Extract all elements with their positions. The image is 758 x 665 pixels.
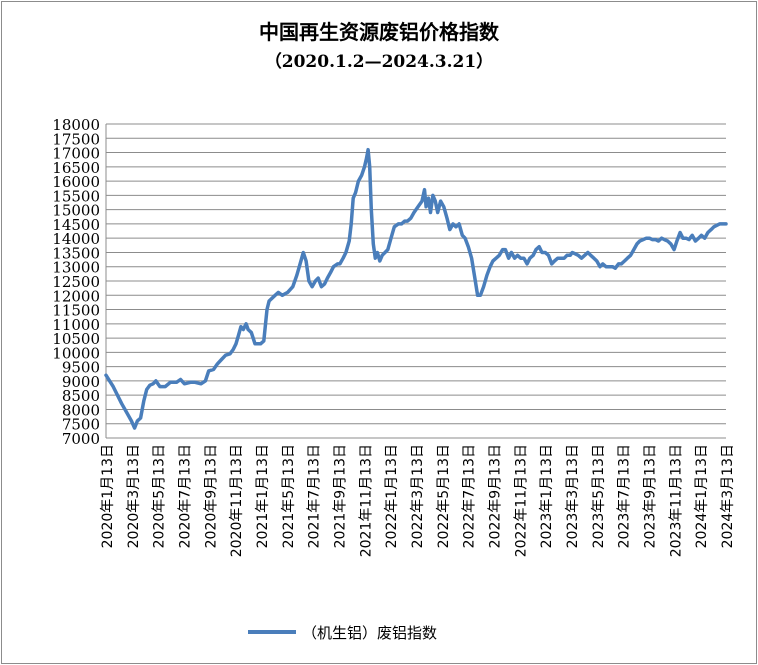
- y-tick-label: 10500: [52, 330, 100, 348]
- x-tick-label: 2020年11月13日: [229, 444, 245, 557]
- y-tick-label: 8500: [62, 387, 100, 405]
- y-tick-label: 7000: [62, 430, 100, 448]
- x-tick-label: 2023年5月13日: [591, 444, 607, 548]
- legend-swatch: [248, 630, 296, 634]
- x-tick-label: 2022年5月13日: [436, 444, 452, 548]
- x-tick-label: 2023年1月13日: [539, 444, 555, 548]
- y-tick-label: 17000: [52, 145, 100, 163]
- y-tick-label: 7500: [62, 416, 100, 434]
- x-tick-label: 2020年7月13日: [178, 444, 194, 548]
- gridlines: [105, 123, 726, 439]
- x-tick-label: 2020年9月13日: [203, 444, 219, 548]
- x-tick-label: 2020年3月13日: [126, 444, 142, 548]
- legend: （机生铝）废铝指数: [248, 620, 437, 644]
- y-tick-label: 15000: [52, 202, 100, 220]
- x-tick-label: 2024年1月13日: [694, 444, 710, 548]
- series-layer: [104, 147, 728, 430]
- y-tick-label: 16000: [52, 173, 100, 191]
- x-tick-label: 2022年9月13日: [488, 444, 504, 548]
- y-tick-label: 12000: [52, 287, 100, 305]
- chart-subtitle: （2020.1.2—2024.3.21）: [264, 52, 494, 72]
- y-tick-label: 16500: [52, 159, 100, 177]
- y-tick-label: 9500: [62, 359, 100, 377]
- y-tick-label: 11500: [52, 302, 100, 320]
- y-tick-label: 18000: [52, 116, 100, 134]
- y-tick-label: 11000: [52, 316, 100, 334]
- x-tick-label: 2022年1月13日: [384, 444, 400, 548]
- x-axis-ticks: 2020年1月13日 2020年3月13日 2020年5月13日 2020年7月13日…: [100, 444, 736, 557]
- y-tick-label: 9000: [62, 373, 100, 391]
- y-tick-label: 14000: [52, 230, 100, 248]
- x-tick-label: 2020年1月13日: [100, 444, 116, 548]
- x-tick-label: 2023年11月13日: [668, 444, 684, 557]
- x-tick-label: 2021年7月13日: [307, 444, 323, 548]
- x-tick-label: 2023年3月13日: [565, 444, 581, 548]
- x-tick-label: 2023年7月13日: [617, 444, 633, 548]
- x-tick-label: 2024年3月13日: [720, 444, 736, 548]
- x-tick-label: 2021年1月13日: [255, 444, 271, 548]
- x-tick-label: 2021年5月13日: [281, 444, 297, 548]
- x-tick-label: 2022年11月13日: [513, 444, 529, 557]
- y-tick-label: 12500: [52, 273, 100, 291]
- chart-title: 中国再生资源废铝价格指数: [259, 20, 499, 44]
- y-tick-label: 15500: [52, 187, 100, 205]
- x-tick-label: 2021年9月13日: [333, 444, 349, 548]
- y-tick-label: 17500: [52, 130, 100, 148]
- y-tick-label: 13500: [52, 244, 100, 262]
- x-tick-label: 2023年9月13日: [643, 444, 659, 548]
- y-tick-label: 14500: [52, 216, 100, 234]
- x-tick-label: 2022年7月13日: [462, 444, 478, 548]
- y-tick-label: 8000: [62, 401, 100, 419]
- x-tick-label: 2021年11月13日: [358, 444, 374, 557]
- x-tick-label: 2022年3月13日: [410, 444, 426, 548]
- y-tick-label: 13000: [52, 259, 100, 277]
- y-tick-label: 10000: [52, 344, 100, 362]
- y-axis-ticks: 7000750080008500900095001000010500110001…: [52, 116, 100, 448]
- legend-label: （机生铝）废铝指数: [302, 623, 438, 642]
- x-tick-label: 2020年5月13日: [152, 444, 168, 548]
- series-line: [104, 147, 728, 430]
